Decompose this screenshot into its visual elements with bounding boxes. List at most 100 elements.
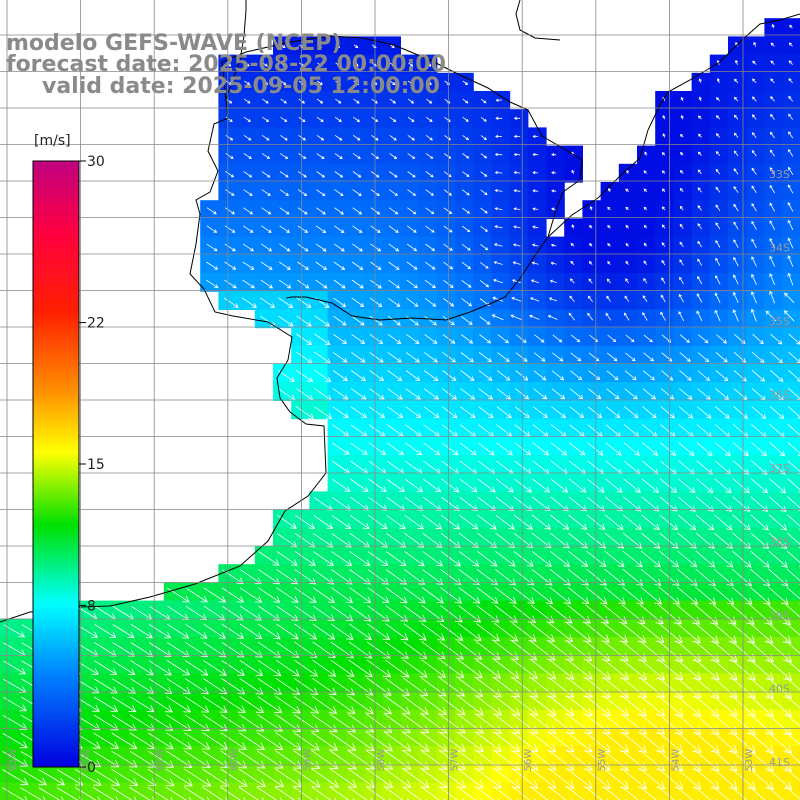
wind-arrow: [675, 658, 702, 681]
wind-arrow: [279, 243, 291, 252]
wind-arrow: [749, 586, 771, 605]
wind-arrow: [112, 642, 136, 657]
wind-arrow: [680, 96, 684, 102]
wind-arrow: [297, 171, 307, 178]
wind-arrow: [714, 292, 721, 303]
wind-arrow: [587, 442, 604, 456]
title-forecast-date: forecast date: 2025-08-22 00:00:00: [6, 52, 446, 77]
wind-arrow: [716, 334, 727, 344]
wind-arrow: [494, 225, 503, 229]
wind-arrow: [551, 370, 565, 381]
wind-arrow: [462, 135, 470, 141]
wind-arrow: [261, 207, 272, 215]
wind-arrow: [423, 388, 439, 400]
wind-arrow: [607, 334, 617, 343]
wind-arrow: [257, 641, 282, 658]
wind-arrow: [75, 750, 102, 768]
longitude-label: 60W: [229, 749, 240, 772]
wind-arrow: [479, 334, 492, 344]
wind-arrow: [515, 334, 527, 343]
wind-arrow: [643, 224, 648, 229]
wind-arrow: [748, 676, 774, 699]
wind-arrow: [785, 676, 800, 691]
wind-arrow: [425, 243, 436, 252]
wind-arrow: [680, 114, 684, 120]
wind-arrow: [697, 275, 703, 285]
wind-arrow: [662, 133, 666, 138]
wind-arrow: [369, 333, 384, 344]
wind-arrow: [421, 623, 446, 641]
latitude-label: 38S: [769, 536, 790, 549]
wind-arrow: [351, 279, 364, 289]
wind-arrow: [293, 750, 321, 770]
wind-arrow: [769, 406, 785, 420]
wind-arrow: [766, 676, 793, 699]
wind-arrow: [532, 134, 539, 139]
wind-cell: [782, 200, 800, 219]
wind-arrow: [460, 352, 474, 363]
wind-arrow: [570, 260, 575, 266]
wind-arrow: [478, 370, 493, 381]
wind-arrow: [353, 98, 360, 104]
wind-arrow: [491, 314, 504, 321]
wind-arrow: [549, 550, 571, 567]
wind-arrow: [261, 171, 271, 178]
wind-arrow: [389, 62, 396, 67]
wind-arrow: [314, 315, 331, 327]
wind-arrow: [641, 496, 660, 512]
wind-arrow: [335, 98, 342, 104]
wind-arrow: [733, 132, 739, 138]
wind-arrow: [93, 696, 119, 712]
wind-arrow: [347, 786, 373, 800]
wind-arrow: [732, 442, 749, 457]
wind-cell: [782, 728, 800, 747]
wind-arrow: [785, 640, 800, 655]
wind-arrow: [785, 785, 800, 800]
wind-arrow: [442, 370, 457, 381]
wind-arrow: [93, 769, 120, 786]
wind-arrow: [678, 388, 693, 400]
wind-arrow: [661, 370, 674, 381]
wind-arrow: [697, 187, 702, 193]
wind-arrow: [676, 622, 701, 644]
wind-arrow: [403, 623, 427, 641]
wind-cell: [782, 709, 800, 729]
wind-arrow: [715, 133, 721, 138]
wind-arrow: [348, 623, 372, 640]
wind-arrow: [331, 533, 352, 548]
wind-arrow: [733, 256, 739, 267]
wind-arrow: [733, 114, 739, 120]
wind-arrow: [403, 587, 426, 604]
wind-arrow: [657, 694, 684, 717]
wind-arrow: [275, 659, 300, 677]
wind-arrow: [787, 219, 794, 231]
wind-arrow: [477, 442, 495, 456]
wind-arrow: [316, 80, 323, 85]
wind-arrow: [787, 272, 794, 286]
wind-arrow: [604, 514, 624, 530]
wind-arrow: [94, 624, 117, 638]
wind-arrow: [679, 133, 684, 138]
wind-arrow: [751, 220, 757, 230]
wind-arrow: [243, 207, 254, 215]
wind-arrow: [529, 314, 540, 320]
longitude-label: 56W: [523, 749, 534, 772]
wind-arrow: [311, 695, 338, 714]
wind-arrow: [768, 550, 788, 568]
wind-arrow: [461, 279, 472, 288]
wind-arrow: [659, 496, 678, 512]
wind-arrow: [260, 243, 273, 252]
wind-arrow: [643, 277, 648, 284]
wind-arrow: [531, 532, 552, 549]
wind-arrow: [604, 532, 625, 549]
wind-arrow: [330, 587, 354, 604]
wind-arrow: [735, 41, 739, 47]
wind-arrow: [602, 786, 627, 800]
wind-arrow: [352, 189, 362, 196]
wind-arrow: [550, 261, 557, 265]
wind-arrow: [532, 189, 539, 193]
wind-arrow: [221, 641, 245, 658]
wind-arrow: [770, 96, 775, 102]
wind-arrow: [731, 568, 752, 587]
wind-arrow: [712, 676, 738, 699]
